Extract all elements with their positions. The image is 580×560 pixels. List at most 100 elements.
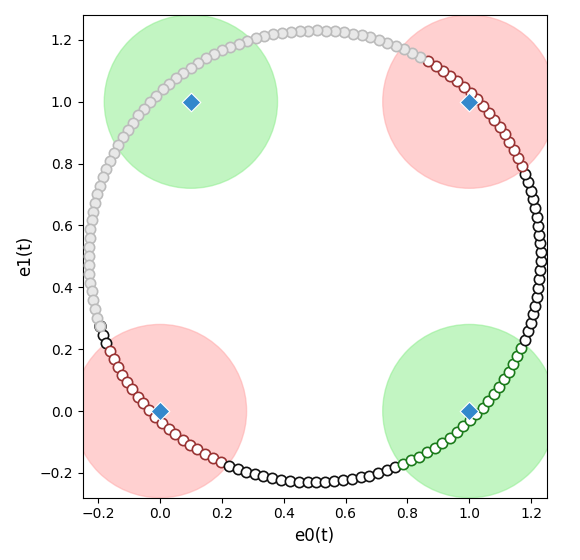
Point <box>329 477 339 486</box>
Point <box>339 476 348 485</box>
Point <box>536 248 545 257</box>
Point <box>85 269 94 278</box>
Point <box>523 326 532 335</box>
Point <box>365 471 374 480</box>
Point <box>277 29 287 38</box>
Point <box>445 71 455 80</box>
Point <box>495 123 505 132</box>
Point <box>398 460 408 469</box>
Point <box>87 216 96 225</box>
Circle shape <box>383 15 556 188</box>
Point <box>102 338 111 347</box>
Point <box>452 428 461 437</box>
X-axis label: e0(t): e0(t) <box>295 527 335 545</box>
Point <box>95 321 104 330</box>
Point <box>93 313 102 322</box>
Point <box>84 251 93 260</box>
Point <box>102 165 111 174</box>
Point <box>415 52 425 61</box>
Y-axis label: e1(t): e1(t) <box>16 236 34 277</box>
Point <box>459 422 468 431</box>
Point <box>374 35 383 44</box>
Point <box>294 477 303 486</box>
Point <box>106 156 115 165</box>
Point <box>194 58 203 67</box>
Point <box>123 125 132 134</box>
Point <box>339 28 349 37</box>
Point <box>84 260 93 269</box>
Point <box>465 416 474 425</box>
Point <box>400 44 409 53</box>
Point <box>536 257 545 266</box>
Point <box>208 454 218 463</box>
Point <box>157 418 166 427</box>
Point <box>534 221 543 230</box>
Point <box>459 82 469 91</box>
Point <box>233 464 242 473</box>
Point <box>109 354 118 363</box>
Point <box>356 473 365 482</box>
Point <box>445 433 454 442</box>
Point <box>490 389 499 398</box>
Point <box>484 396 493 405</box>
Point <box>114 141 123 150</box>
Point <box>259 472 268 481</box>
Point <box>193 445 202 454</box>
Point <box>218 46 227 55</box>
Point <box>391 41 400 50</box>
Point <box>85 234 94 242</box>
Point <box>234 39 243 48</box>
Point <box>535 274 544 283</box>
Point <box>526 186 535 195</box>
Point <box>509 360 518 368</box>
Point <box>241 467 251 476</box>
Point <box>155 407 165 416</box>
Point <box>303 478 312 487</box>
Point <box>532 212 542 221</box>
Point <box>465 97 474 106</box>
Point <box>313 26 322 35</box>
Point <box>383 38 392 47</box>
Point <box>209 50 219 59</box>
Point <box>267 474 277 483</box>
Point <box>500 130 509 139</box>
Point <box>90 198 100 207</box>
Point <box>118 370 127 379</box>
Point <box>505 137 514 146</box>
Point <box>186 440 195 449</box>
Point <box>382 466 392 475</box>
Point <box>528 195 538 204</box>
Point <box>478 403 487 412</box>
Point <box>484 108 494 117</box>
Point <box>128 385 137 394</box>
Circle shape <box>383 324 556 498</box>
Point <box>89 207 98 216</box>
Point <box>286 27 295 36</box>
Point <box>139 399 148 408</box>
Point <box>523 178 532 187</box>
Point <box>431 61 440 70</box>
Point <box>201 450 210 459</box>
Point <box>99 173 108 182</box>
Point <box>466 88 476 97</box>
Point <box>517 343 526 352</box>
Point <box>531 301 540 310</box>
Circle shape <box>104 15 278 188</box>
Point <box>374 469 383 478</box>
Point <box>473 95 482 104</box>
Point <box>139 104 148 113</box>
Point <box>186 97 195 106</box>
Point <box>86 278 95 287</box>
Point <box>171 430 180 438</box>
Point <box>295 26 304 35</box>
Point <box>285 477 295 486</box>
Point <box>113 362 122 371</box>
Point <box>226 43 235 52</box>
Point <box>423 57 433 66</box>
Point <box>201 54 211 63</box>
Point <box>528 310 538 319</box>
Point <box>532 292 542 301</box>
Point <box>251 34 260 43</box>
Point <box>98 330 107 339</box>
Point <box>90 305 100 314</box>
